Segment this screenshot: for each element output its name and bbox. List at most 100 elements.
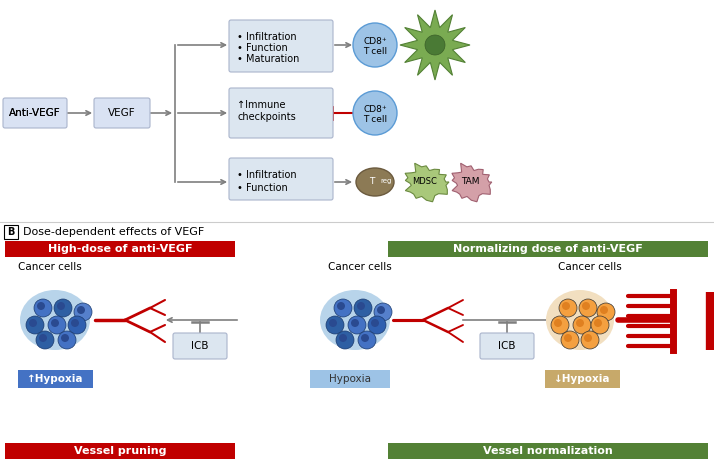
Text: ICB: ICB [498,341,516,351]
Circle shape [351,319,359,327]
Text: ICB: ICB [191,341,208,351]
Circle shape [584,334,592,342]
FancyBboxPatch shape [229,20,333,72]
Ellipse shape [546,290,614,350]
Circle shape [554,319,562,327]
FancyBboxPatch shape [3,98,67,128]
Circle shape [374,303,392,321]
Circle shape [371,319,379,327]
Text: ↓Hypoxia: ↓Hypoxia [554,374,610,384]
Text: MDSC: MDSC [413,177,438,187]
Circle shape [74,303,92,321]
Circle shape [559,299,577,317]
Circle shape [353,91,397,135]
Circle shape [591,316,609,334]
Text: • Function: • Function [237,183,288,193]
Text: ↑Hypoxia: ↑Hypoxia [26,374,84,384]
FancyBboxPatch shape [5,443,235,459]
Circle shape [339,334,347,342]
Text: • Maturation: • Maturation [237,54,299,64]
Circle shape [368,316,386,334]
Circle shape [334,299,352,317]
Circle shape [551,316,569,334]
Circle shape [594,319,602,327]
Text: • Infiltration: • Infiltration [237,32,296,42]
Ellipse shape [20,290,90,350]
Text: CD8⁺: CD8⁺ [363,106,387,114]
Text: Vessel pruning: Vessel pruning [74,446,166,456]
FancyBboxPatch shape [4,225,18,239]
Circle shape [58,331,76,349]
Circle shape [29,319,37,327]
Text: Anti-VEGF: Anti-VEGF [9,108,61,118]
Text: Dose-dependent effects of VEGF: Dose-dependent effects of VEGF [23,227,204,237]
Text: High-dose of anti-VEGF: High-dose of anti-VEGF [48,244,192,254]
Circle shape [36,331,54,349]
Circle shape [581,331,599,349]
Text: CD8⁺: CD8⁺ [363,38,387,46]
Circle shape [358,331,376,349]
Text: Normalizing dose of anti-VEGF: Normalizing dose of anti-VEGF [453,244,643,254]
FancyBboxPatch shape [388,241,708,257]
Circle shape [597,303,615,321]
Text: B: B [7,227,15,237]
Text: ↑Immune: ↑Immune [237,100,286,110]
Circle shape [357,302,365,310]
Circle shape [57,302,65,310]
Circle shape [579,299,597,317]
Circle shape [564,334,572,342]
Circle shape [573,316,591,334]
FancyBboxPatch shape [229,88,333,138]
Text: T: T [369,176,375,186]
FancyBboxPatch shape [480,333,534,359]
Circle shape [54,299,72,317]
Text: T cell: T cell [363,114,387,124]
Polygon shape [452,163,492,202]
FancyBboxPatch shape [545,370,620,388]
Circle shape [354,299,372,317]
Circle shape [600,306,608,314]
FancyBboxPatch shape [388,443,708,459]
Circle shape [582,302,590,310]
FancyBboxPatch shape [173,333,227,359]
Circle shape [71,319,79,327]
Circle shape [576,319,584,327]
FancyBboxPatch shape [18,370,93,388]
FancyBboxPatch shape [94,98,150,128]
FancyBboxPatch shape [310,370,390,388]
Circle shape [48,316,66,334]
Text: • Function: • Function [237,43,288,53]
Text: • Infiltration: • Infiltration [237,170,296,180]
Circle shape [37,302,45,310]
Circle shape [348,316,366,334]
Text: Vessel normalization: Vessel normalization [483,446,613,456]
Circle shape [425,35,445,55]
Circle shape [562,302,570,310]
Ellipse shape [320,290,390,350]
Text: TAM: TAM [461,177,479,187]
Circle shape [26,316,44,334]
FancyBboxPatch shape [229,158,333,200]
Circle shape [353,23,397,67]
FancyBboxPatch shape [5,241,235,257]
Circle shape [51,319,59,327]
Circle shape [39,334,47,342]
Polygon shape [405,163,449,202]
Text: VEGF: VEGF [109,108,136,118]
Polygon shape [400,10,470,80]
Text: T cell: T cell [363,46,387,56]
Circle shape [337,302,345,310]
Text: Cancer cells: Cancer cells [558,262,622,272]
Circle shape [77,306,85,314]
Circle shape [329,319,337,327]
Text: Anti-VEGF: Anti-VEGF [9,108,61,118]
Circle shape [336,331,354,349]
Text: reg: reg [380,178,391,184]
Ellipse shape [356,168,394,196]
Circle shape [68,316,86,334]
Circle shape [361,334,369,342]
Text: Hypoxia: Hypoxia [329,374,371,384]
Circle shape [377,306,385,314]
Circle shape [561,331,579,349]
Circle shape [326,316,344,334]
